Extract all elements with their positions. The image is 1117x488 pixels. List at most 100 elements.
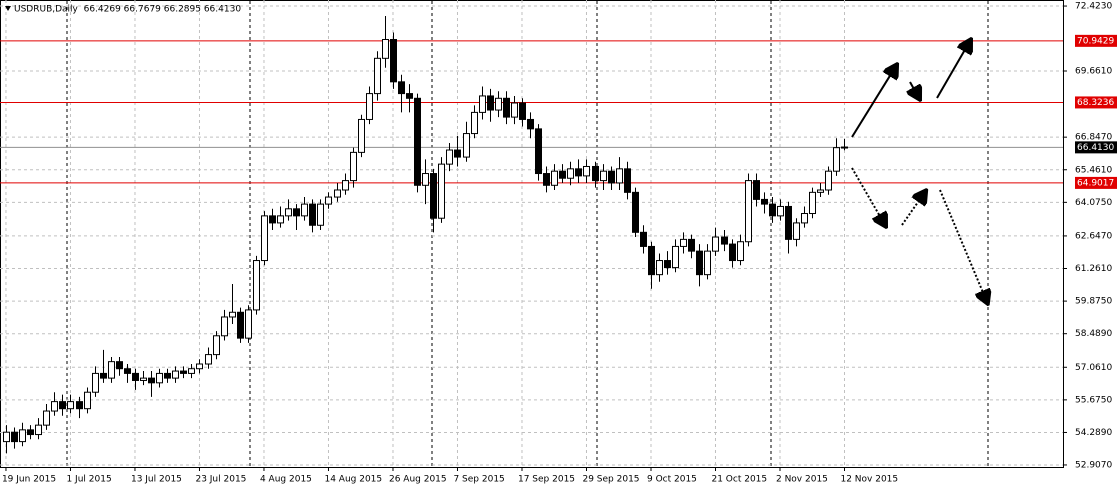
arrow [851,66,896,138]
candle-body [317,203,324,226]
candle-body [535,128,542,175]
candle-body [672,245,679,269]
candle-body [575,168,582,177]
candle-body [293,208,300,217]
candle-body [301,203,308,217]
candle-body [390,39,397,83]
candle-body [213,335,220,356]
candle-body [374,57,381,95]
candle-body [640,231,647,247]
candle-body [495,97,502,111]
candle-body [471,111,478,135]
candle-body [366,93,373,120]
current-price-label: 66.4130 [1077,143,1114,153]
candle-body [237,311,244,339]
candle-body [567,168,574,179]
candle-body [84,391,91,410]
candle-body [11,431,18,443]
arrow [939,189,987,302]
candle-body [479,95,486,113]
candle-body [253,260,260,311]
annotations [851,41,987,302]
candle-body [285,208,292,217]
candle-body [688,238,695,252]
candle-body [164,372,171,379]
x-tick-label: 1 Jul 2015 [66,475,111,485]
x-tick-label: 2 Nov 2015 [776,475,828,485]
level-label: 68.3236 [1077,98,1114,108]
candle-body [559,170,566,179]
candle-body [696,250,703,276]
arrow [851,167,885,225]
y-tick-label: 69.6610 [1075,66,1112,76]
plot-frame [0,0,1064,468]
candle-body [543,173,550,186]
candle-body [188,368,195,374]
candle-body [809,191,816,215]
candle-body [229,311,236,318]
x-tick-label: 12 Nov 2015 [840,475,898,485]
y-tick-label: 58.4890 [1075,329,1112,339]
candle-body [616,168,623,184]
candle-body [132,372,139,381]
candle-body [785,205,792,240]
candle-body [592,165,599,182]
y-tick-label: 55.6750 [1075,395,1112,405]
candle-body [277,215,284,224]
candle-body [656,260,663,276]
candle-body [841,146,848,149]
candles [3,15,848,454]
y-tick-label: 65.4610 [1075,165,1112,175]
candle-body [438,163,445,219]
current-price-box [1075,141,1117,154]
candle-body [446,149,453,165]
candle-body [342,180,349,191]
candle-body [608,170,615,184]
candle-body [3,431,10,443]
candle-body [422,173,429,186]
candle-body [221,316,228,337]
y-tick-label: 57.0610 [1075,363,1112,373]
candle-body [527,118,534,130]
candle-body [745,180,752,243]
y-tick-label: 54.2890 [1075,428,1112,438]
candle-body [261,215,268,262]
x-tick-label: 19 Jun 2015 [2,475,56,485]
candle-body [76,401,83,410]
candle-body [680,238,687,247]
candle-body [140,377,147,381]
levels: 70.9429 68.3236 64.9017 66.4130 [0,34,1117,189]
candle-body [511,102,518,118]
candle-body [454,149,461,158]
candle-body [309,203,316,226]
arrow [936,41,970,99]
candle-body [729,243,736,262]
level-label-box [1075,96,1117,109]
y-tick-label: 64.0750 [1075,198,1112,208]
candle-body [205,354,212,365]
x-tick-label: 4 Aug 2015 [260,475,312,485]
candle-body [430,173,437,219]
level-label-box [1075,34,1117,47]
x-tick-label: 7 Sep 2015 [453,475,504,485]
x-tick-label: 26 Aug 2015 [389,475,447,485]
x-tick-label: 29 Sep 2015 [582,475,639,485]
candle-body [793,222,800,240]
candle-body [59,401,66,410]
candle-body [761,198,768,205]
candle-body [753,180,760,200]
candle-body [583,165,590,177]
candle-body [624,168,631,193]
candle-body [825,170,832,191]
x-tick-label: 17 Sep 2015 [518,475,575,485]
candle-body [180,370,187,374]
candle-body [712,236,719,252]
candle-body [325,196,332,205]
candle-body [172,370,179,379]
candle-body [245,309,252,339]
candle-body [632,191,639,233]
candle-body [35,424,42,436]
candle-body [19,429,26,443]
candle-body [801,213,808,224]
